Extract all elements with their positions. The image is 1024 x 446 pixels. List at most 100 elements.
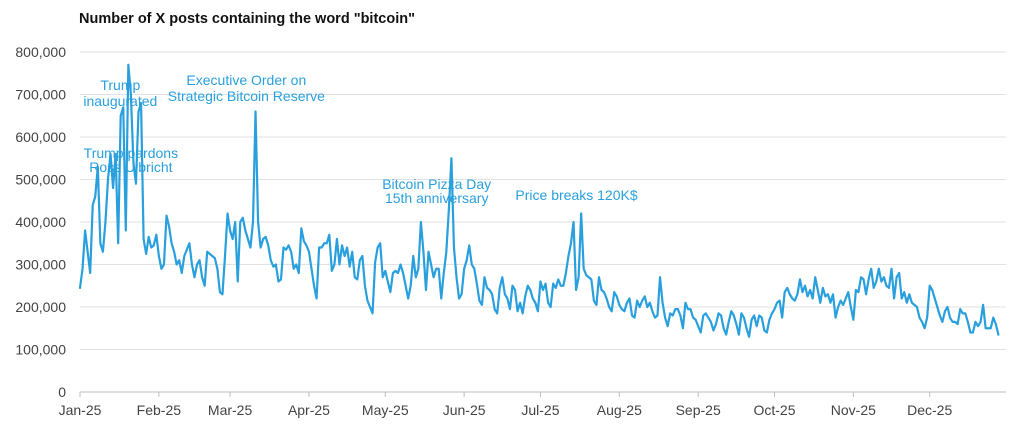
data-point — [493, 308, 495, 310]
data-point — [81, 268, 83, 270]
data-point — [618, 304, 620, 306]
data-point — [873, 287, 875, 289]
data-point — [104, 221, 106, 223]
annotation-line: Bitcoin Pizza Day — [382, 176, 491, 192]
data-point — [328, 234, 330, 236]
data-point — [425, 289, 427, 291]
data-point — [343, 255, 345, 257]
data-point — [499, 287, 501, 289]
data-point — [303, 240, 305, 242]
data-point — [491, 293, 493, 295]
data-point — [549, 306, 551, 308]
data-point — [839, 299, 841, 301]
x-tick-label: Dec-25 — [907, 402, 952, 418]
data-point — [979, 321, 981, 323]
data-point — [934, 297, 936, 299]
data-point — [885, 285, 887, 287]
data-point — [651, 310, 653, 312]
data-point — [145, 253, 147, 255]
data-point — [473, 268, 475, 270]
data-point — [120, 115, 122, 117]
data-point — [824, 295, 826, 297]
data-point — [410, 285, 412, 287]
data-point — [567, 255, 569, 257]
data-point — [852, 319, 854, 321]
data-point — [692, 316, 694, 318]
data-point — [537, 310, 539, 312]
data-point — [277, 280, 279, 282]
data-point — [893, 297, 895, 299]
data-point — [440, 297, 442, 299]
data-point — [160, 268, 162, 270]
data-point — [926, 316, 928, 318]
data-point — [616, 295, 618, 297]
data-point — [794, 299, 796, 301]
data-point — [496, 312, 498, 314]
data-point — [259, 246, 261, 248]
data-point — [331, 270, 333, 272]
data-point — [687, 308, 689, 310]
data-point — [972, 331, 974, 333]
data-point — [560, 285, 562, 287]
data-point — [883, 276, 885, 278]
data-point — [483, 276, 485, 278]
data-point — [715, 323, 717, 325]
data-point — [468, 244, 470, 246]
data-point — [188, 242, 190, 244]
data-point — [964, 312, 966, 314]
data-point — [356, 278, 358, 280]
data-point — [175, 263, 177, 265]
data-point — [417, 268, 419, 270]
data-point — [450, 157, 452, 159]
data-point — [987, 327, 989, 329]
annotation-line: Executive Order on — [186, 72, 306, 88]
data-point — [359, 259, 361, 261]
data-point — [99, 242, 101, 244]
data-point — [338, 263, 340, 265]
data-point — [242, 217, 244, 219]
data-point — [173, 251, 175, 253]
data-point — [921, 321, 923, 323]
data-point — [206, 251, 208, 253]
data-point — [605, 297, 607, 299]
data-point — [829, 302, 831, 304]
data-point — [911, 302, 913, 304]
data-point — [954, 321, 956, 323]
data-point — [659, 276, 661, 278]
data-point — [438, 268, 440, 270]
data-point — [267, 244, 269, 246]
data-point — [682, 327, 684, 329]
data-point — [702, 314, 704, 316]
data-point — [448, 208, 450, 210]
data-point — [285, 248, 287, 250]
data-point — [224, 255, 226, 257]
data-point — [694, 319, 696, 321]
data-point — [382, 276, 384, 278]
data-point — [583, 268, 585, 270]
data-point — [394, 270, 396, 272]
data-point — [789, 293, 791, 295]
data-point — [346, 246, 348, 248]
data-point — [730, 310, 732, 312]
data-point — [862, 278, 864, 280]
data-point — [801, 291, 803, 293]
data-point — [407, 297, 409, 299]
data-point — [514, 289, 516, 291]
data-point — [700, 331, 702, 333]
data-point — [850, 306, 852, 308]
x-tick-label: Apr-25 — [288, 402, 330, 418]
chart-title: Number of X posts containing the word "b… — [79, 11, 415, 27]
data-point — [593, 299, 595, 301]
data-point — [376, 246, 378, 248]
data-point — [320, 246, 322, 248]
series-layer — [78, 63, 1000, 338]
data-point — [923, 327, 925, 329]
data-point — [768, 319, 770, 321]
data-point — [313, 285, 315, 287]
data-point — [753, 314, 755, 316]
data-point — [984, 327, 986, 329]
data-point — [562, 285, 564, 287]
data-point — [389, 291, 391, 293]
data-point — [453, 246, 455, 248]
